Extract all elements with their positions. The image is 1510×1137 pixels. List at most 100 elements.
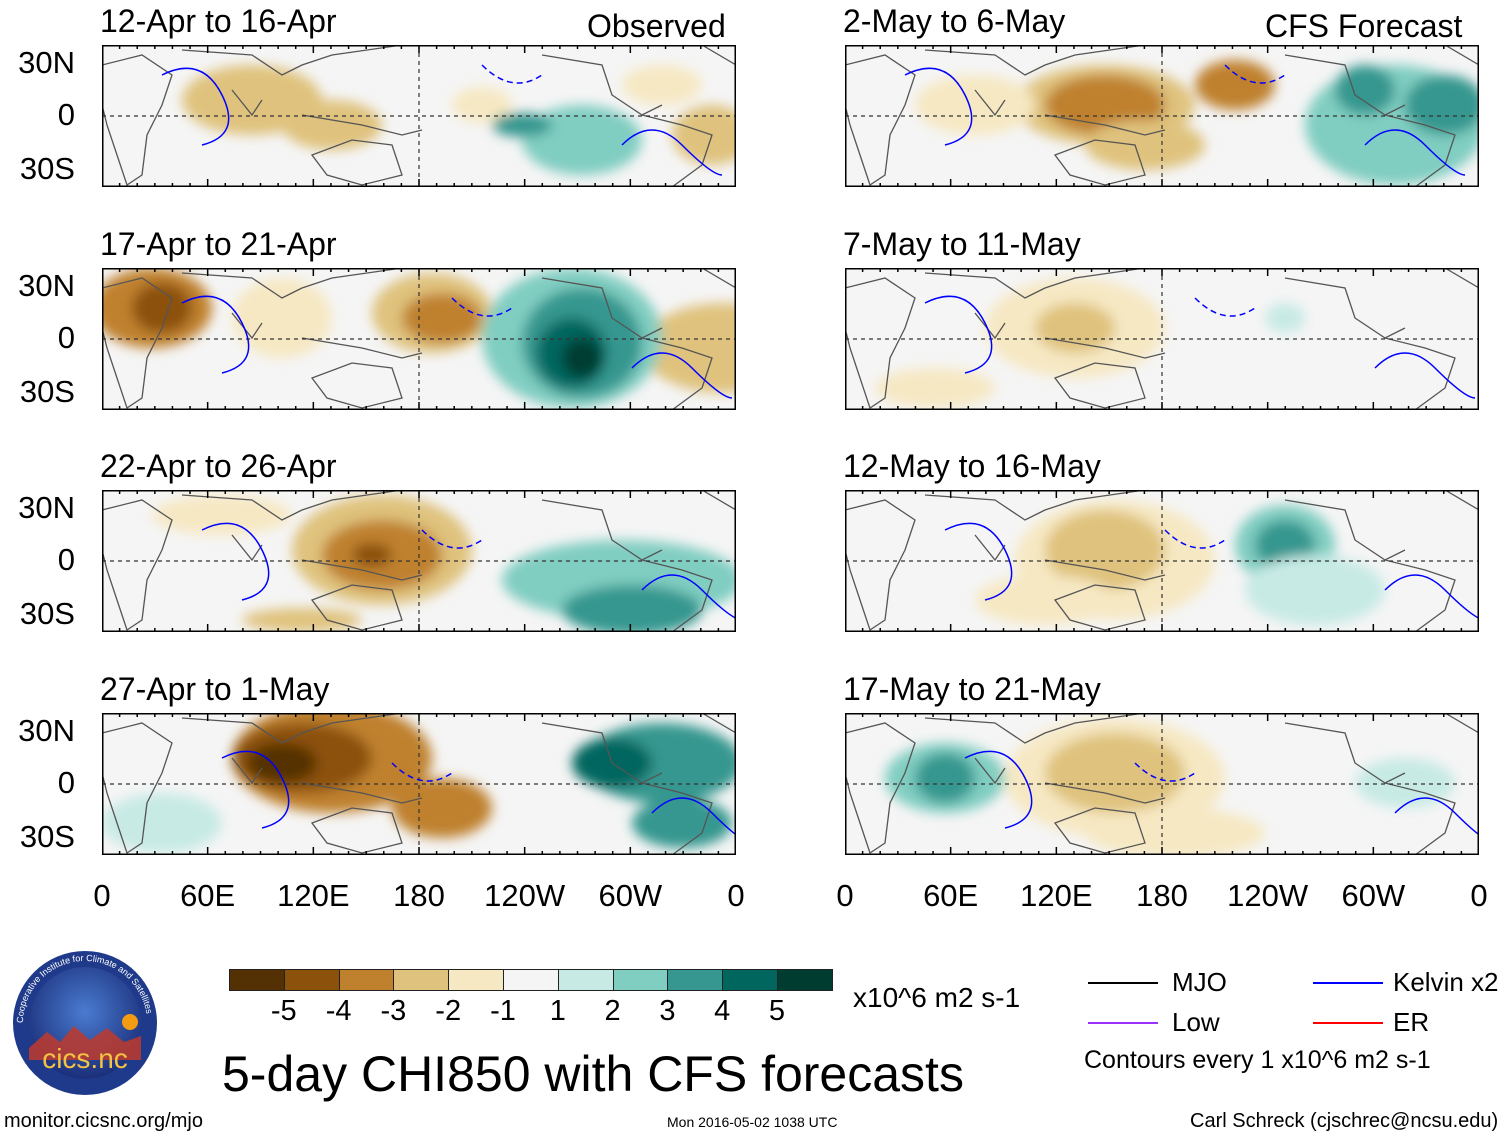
anomaly-shading xyxy=(1245,555,1385,625)
lat-label: 30S xyxy=(19,374,75,409)
footer-timestamp: Mon 2016-05-02 1038 UTC xyxy=(667,1114,838,1130)
lon-label: 120E xyxy=(277,878,350,913)
colorbar-swatch xyxy=(612,969,669,991)
coastlines xyxy=(845,490,1479,632)
lat-label: 0 xyxy=(57,765,75,800)
colorbar-swatch xyxy=(503,969,559,991)
colorbar-label: -3 xyxy=(380,995,407,1027)
footer-credit: Carl Schreck (cjschrec@ncsu.edu) xyxy=(1190,1110,1499,1132)
lon-label: 60W xyxy=(598,878,663,913)
colorbar-swatch xyxy=(283,969,340,991)
kelvin-contours xyxy=(181,295,733,399)
footer-url[interactable]: monitor.cicsnc.org/mjo xyxy=(4,1110,203,1132)
observed-map-panel xyxy=(102,490,736,632)
panel-title: 17-May to 21-May xyxy=(843,671,1101,707)
observed-map-panel xyxy=(102,713,736,855)
contour-note: Contours every 1 x10^6 m2 s-1 xyxy=(1084,1046,1431,1074)
anomaly-shading xyxy=(1045,733,1185,813)
panel-title: 12-May to 16-May xyxy=(843,448,1101,484)
colorbar-label: -4 xyxy=(325,995,352,1027)
coastlines xyxy=(845,713,1479,855)
panel-title: 7-May to 11-May xyxy=(843,226,1081,262)
anomaly-shading xyxy=(1045,510,1165,590)
anomaly-shading xyxy=(1085,808,1265,855)
coastlines xyxy=(845,268,1479,410)
kelvin-contours xyxy=(904,64,1466,176)
anomaly-shading xyxy=(232,278,332,358)
anomaly-shading xyxy=(642,303,736,393)
legend-label-er: ER xyxy=(1393,1007,1430,1037)
anomaly-shading xyxy=(1085,120,1205,170)
colorbar-swatch xyxy=(667,969,724,991)
forecast-map-panel xyxy=(845,713,1479,855)
lon-label: 120E xyxy=(1020,878,1093,913)
kelvin-contours xyxy=(964,750,1479,836)
kelvin-contours xyxy=(201,522,736,620)
legend-line-mjo xyxy=(1088,982,1158,984)
anomaly-shading xyxy=(915,753,975,803)
legend-line-er xyxy=(1313,1022,1383,1024)
forecast-map-panel xyxy=(845,490,1479,632)
colorbar-swatch xyxy=(338,969,395,991)
kelvin-contours xyxy=(221,750,736,836)
panel-title: 22-Apr to 26-Apr xyxy=(100,448,337,484)
coastlines xyxy=(102,45,736,187)
anomaly-shading xyxy=(242,608,362,632)
colorbar-label: 2 xyxy=(604,995,621,1027)
anomaly-shading xyxy=(152,495,292,535)
forecast-map-panel xyxy=(845,45,1479,187)
lon-label: 60E xyxy=(923,878,979,913)
anomaly-shading xyxy=(1195,60,1275,110)
colorbar-label: -1 xyxy=(490,995,516,1027)
anomaly-shading xyxy=(247,743,317,783)
observed-header: Observed xyxy=(587,8,726,44)
forecast-map-panel xyxy=(845,268,1479,410)
logo-text: cics.nc xyxy=(42,1043,128,1074)
panel-title: 17-Apr to 21-Apr xyxy=(100,226,337,262)
colorbar-label: -2 xyxy=(435,995,462,1027)
legend-line-kelvin xyxy=(1313,982,1383,984)
anomaly-shading xyxy=(392,778,492,838)
lat-label: 30S xyxy=(19,819,75,854)
lon-label: 0 xyxy=(727,878,745,913)
colorbar-label: 5 xyxy=(768,995,786,1027)
colorbar-swatch xyxy=(229,969,285,991)
lon-label: 0 xyxy=(836,878,854,913)
lon-label: 180 xyxy=(1136,878,1188,913)
anomaly-shading xyxy=(1265,303,1305,333)
lat-label: 30S xyxy=(19,151,75,186)
anomaly-shading xyxy=(402,293,482,343)
anomaly-shading xyxy=(132,283,192,333)
anomaly-shading xyxy=(352,543,392,567)
colorbar-swatch xyxy=(448,969,504,991)
colorbar-label: 4 xyxy=(714,995,731,1027)
forecast-header: CFS Forecast xyxy=(1265,8,1463,44)
lat-label: 0 xyxy=(57,97,75,132)
anomaly-shading xyxy=(875,368,995,408)
coastlines xyxy=(102,490,736,632)
colorbar-label: 3 xyxy=(659,995,676,1027)
lat-label: 30S xyxy=(19,596,75,631)
anomaly-shading xyxy=(1035,303,1115,353)
lat-label: 0 xyxy=(57,320,75,355)
kelvin-contours xyxy=(161,64,723,176)
anomaly-shading xyxy=(452,87,512,123)
anomaly-shading xyxy=(915,75,1035,135)
figure-title: 5-day CHI850 with CFS forecasts xyxy=(222,1046,964,1102)
legend-line-low xyxy=(1088,1022,1158,1024)
coastlines xyxy=(845,45,1479,187)
legend-label-kelvin: Kelvin x2 xyxy=(1393,967,1499,997)
anomaly-shading xyxy=(1355,758,1455,808)
lon-label: 120W xyxy=(484,878,566,913)
observed-map-panel xyxy=(102,268,736,410)
colorbar-swatch xyxy=(393,969,450,991)
coastlines xyxy=(102,268,736,410)
observed-map-panel xyxy=(102,45,736,187)
panel-title: 27-Apr to 1-May xyxy=(100,671,330,707)
lat-label: 30N xyxy=(18,45,75,80)
anomaly-shading xyxy=(102,793,222,853)
lat-label: 0 xyxy=(57,542,75,577)
cics-logo: Cooperative Institute for Climate and Sa… xyxy=(12,950,158,1096)
anomaly-shading xyxy=(562,585,702,632)
legend-label-mjo: MJO xyxy=(1172,967,1227,997)
